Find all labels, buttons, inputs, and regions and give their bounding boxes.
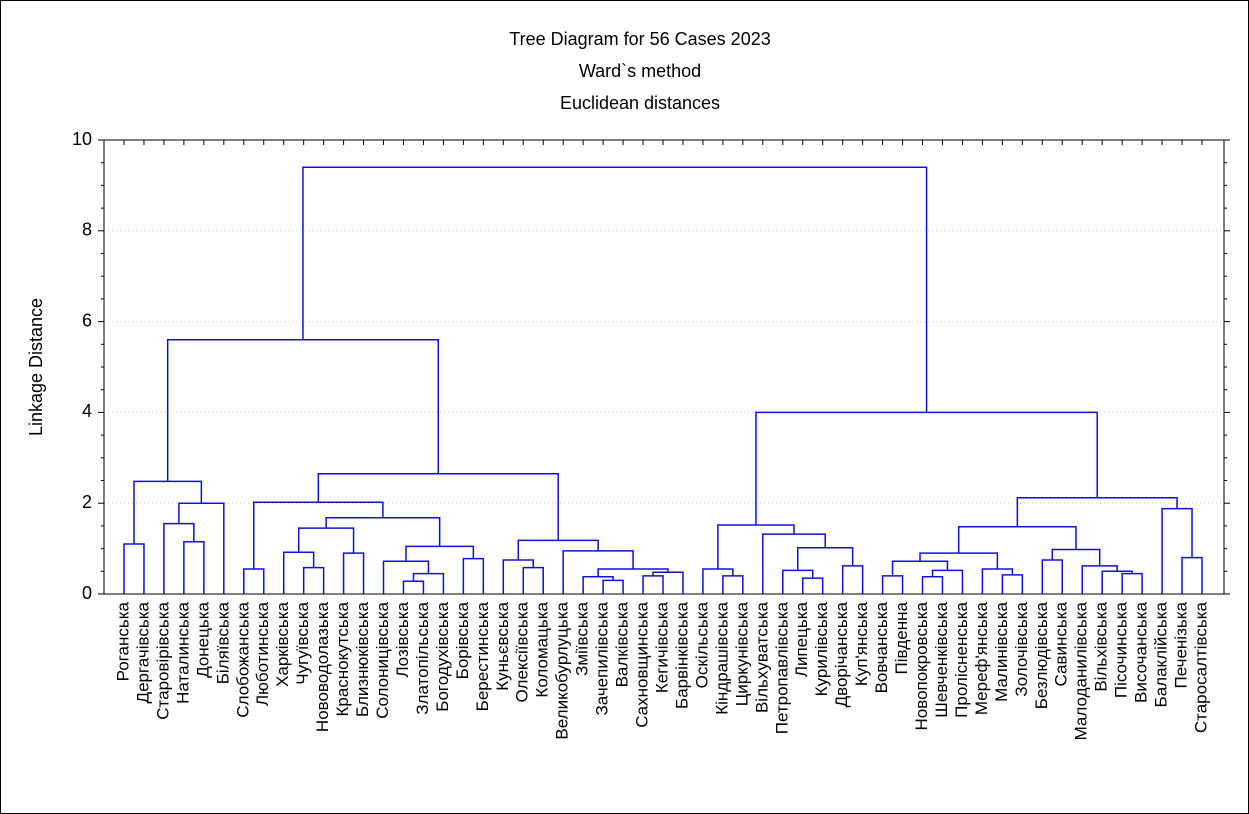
leaf-label: Берестинська [473,601,492,711]
leaf-label: Старосалтівська [1191,601,1210,733]
leaf-label: Нововодолазька [313,601,332,732]
leaf-label: Малинівська [992,601,1011,701]
leaf-label: Південна [892,601,911,674]
leaf-label: Оскільська [692,601,711,688]
leaf-label: Біляївська [213,601,232,684]
leaf-label: Кегичівська [652,601,671,693]
leaf-label: Печенізька [1172,601,1191,688]
leaf-label: Зміївська [573,601,592,675]
leaf-label: Наталинська [173,601,192,703]
leaf-label: Роганська [113,601,132,681]
leaf-label: Безлюдівська [1032,601,1051,709]
y-tick-label: 10 [72,129,92,149]
leaf-label: Олексіївська [513,601,532,702]
chart-subtitle: Euclidean distances [560,93,720,113]
leaf-label: Богодухівська [433,601,452,711]
leaf-label: Зачепилівська [593,601,612,715]
chart-title: Tree Diagram for 56 Cases 2023 [509,29,770,49]
chart-subtitle: Ward`s method [579,61,701,81]
leaf-label: Коломацька [533,601,552,697]
leaf-label: Циркунівська [732,601,751,706]
leaf-label: Златопільська [413,601,432,714]
plot-area [103,139,1225,595]
leaf-label: Борівська [453,601,472,679]
leaf-label: Золочівська [1012,601,1031,696]
leaf-label: Вовчанська [872,601,891,693]
leaf-label: Вільхуватська [752,601,771,713]
leaf-label: Великобурлуцька [553,601,572,739]
leaf-label: Курилівська [812,601,831,696]
leaf-label: Слобожанська [233,601,252,717]
leaf-label: Петропавлівська [772,601,791,734]
leaf-label: Близнюківська [353,601,372,717]
leaf-label: Пісочинська [1112,601,1131,698]
leaf-label: Солоницівська [373,601,392,718]
leaf-label: Вільхівська [1092,601,1111,691]
leaf-label: Куньєвська [493,601,512,690]
y-axis-label: Linkage Distance [26,298,46,436]
y-tick-label: 8 [82,220,92,240]
leaf-label: Харківська [273,601,292,686]
y-tick-label: 0 [82,583,92,603]
leaf-label: Лозівська [393,601,412,677]
leaf-label: Балаклійська [1152,601,1171,707]
y-tick-label: 2 [82,492,92,512]
leaf-label: Мереф'янська [972,601,991,715]
leaf-label: Сахновщинська [633,601,652,727]
leaf-label: Шевченківська [932,601,951,717]
leaf-label: Куп'янська [852,601,871,686]
leaf-label: Височанська [1132,601,1151,702]
link [302,166,928,413]
leaf-label: Чугуївська [293,601,312,684]
y-tick-label: 6 [82,310,92,330]
leaf-label: Валківська [613,601,632,687]
leaf-label: Малоданилівська [1072,601,1091,740]
leaf-label: Барвінківська [672,601,691,708]
leaf-label: Старовірівська [153,601,172,719]
leaf-label: Дергачівська [133,601,152,703]
leaf-label: Кіндрашівська [712,601,731,714]
y-tick-label: 4 [82,401,92,421]
leaf-label: Краснокутська [333,601,352,716]
leaf-label: Донецька [193,601,212,677]
leaf-label: Пролісненська [952,601,971,717]
leaf-label: Люботинська [253,601,272,706]
leaf-label: Дворічанська [832,601,851,707]
leaf-label: Липецька [792,601,811,677]
leaf-label: Савинська [1052,601,1071,686]
leaf-label: Новопокровська [912,601,931,730]
